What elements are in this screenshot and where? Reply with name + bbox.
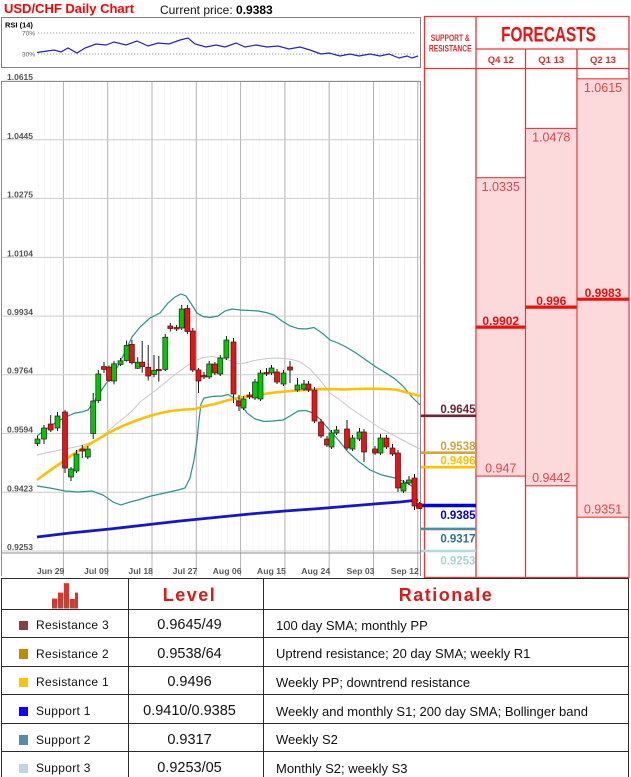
svg-text:Jul 18: Jul 18 <box>128 566 153 576</box>
svg-text:0.9594: 0.9594 <box>7 424 33 434</box>
svg-text:0.9253: 0.9253 <box>440 556 475 568</box>
svg-text:Jul 27: Jul 27 <box>173 566 198 576</box>
svg-text:0.9253: 0.9253 <box>7 542 33 552</box>
svg-text:0.9496: 0.9496 <box>440 456 475 468</box>
svg-text:Aug 15: Aug 15 <box>257 566 286 576</box>
svg-text:1.0335: 1.0335 <box>482 180 520 194</box>
svg-text:RESISTANCE: RESISTANCE <box>429 43 472 53</box>
svg-text:RSI (14): RSI (14) <box>5 21 33 30</box>
svg-text:30%: 30% <box>22 52 35 59</box>
svg-text:0.9423: 0.9423 <box>7 483 33 493</box>
svg-text:0.9351: 0.9351 <box>584 502 622 516</box>
svg-text:0.9538: 0.9538 <box>440 441 476 453</box>
svg-text:1.0445: 1.0445 <box>7 131 33 141</box>
svg-text:Aug 24: Aug 24 <box>301 566 330 576</box>
svg-text:Jun 29: Jun 29 <box>37 566 65 576</box>
svg-text:0.9442: 0.9442 <box>532 471 570 485</box>
svg-text:Q1 13: Q1 13 <box>538 55 564 66</box>
svg-text:FORECASTS: FORECASTS <box>501 22 596 46</box>
svg-text:1.0104: 1.0104 <box>7 248 33 258</box>
svg-text:Q2 13: Q2 13 <box>590 55 616 66</box>
svg-text:1.0615: 1.0615 <box>584 81 622 95</box>
svg-text:Sep 12: Sep 12 <box>391 566 419 576</box>
svg-text:Sep 03: Sep 03 <box>346 566 374 576</box>
svg-text:Jul 09: Jul 09 <box>84 566 109 576</box>
svg-text:0.9983: 0.9983 <box>585 286 622 300</box>
svg-text:Aug 06: Aug 06 <box>213 566 242 576</box>
svg-text:Q4 12: Q4 12 <box>488 55 514 66</box>
svg-text:0.9385: 0.9385 <box>440 510 476 522</box>
svg-text:1.0615: 1.0615 <box>7 72 33 82</box>
svg-text:0.9317: 0.9317 <box>440 533 475 545</box>
svg-text:70%: 70% <box>22 31 35 38</box>
svg-text:0.996: 0.996 <box>536 294 566 308</box>
svg-text:0.9902: 0.9902 <box>482 314 519 328</box>
svg-text:SUPPORT &: SUPPORT & <box>431 33 470 43</box>
svg-text:1.0478: 1.0478 <box>532 131 570 145</box>
svg-text:0.947: 0.947 <box>485 461 516 475</box>
svg-text:0.9764: 0.9764 <box>7 366 33 376</box>
svg-text:0.9645: 0.9645 <box>440 404 476 416</box>
svg-text:0.9934: 0.9934 <box>7 307 33 317</box>
svg-text:1.0275: 1.0275 <box>7 189 33 199</box>
